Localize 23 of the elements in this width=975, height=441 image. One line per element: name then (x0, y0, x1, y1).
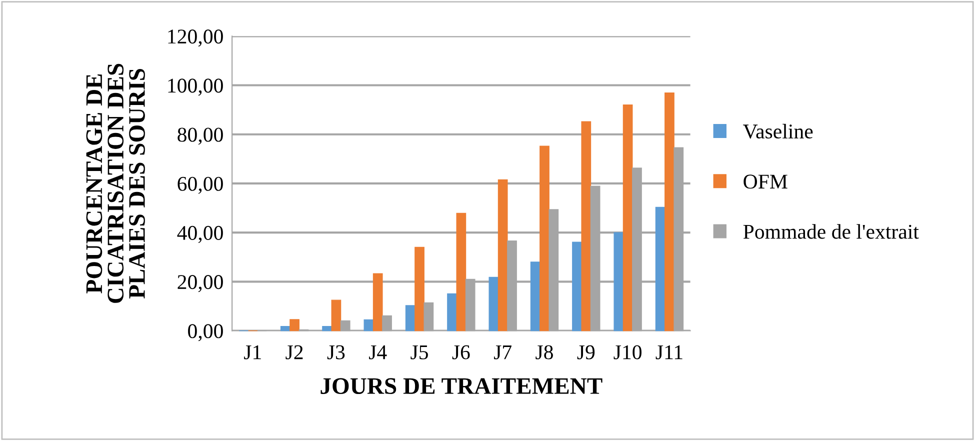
y-axis-title: POURCENTAGE DE CICATRISATION DES PLAIES DES SOURIS (86, 64, 145, 303)
x-tick-label: J10 (614, 345, 642, 360)
y-tick-label: 0,00 (188, 324, 223, 342)
x-tick-label: J2 (286, 345, 303, 360)
x-tick-label: J8 (536, 345, 553, 360)
x-tick-label: J4 (369, 345, 387, 360)
legend-label: Vaseline (743, 124, 813, 139)
legend-label: Pommade de l'extrait (743, 224, 919, 239)
x-tick-label: J5 (410, 345, 428, 360)
y-tick-label: 100,00 (168, 78, 223, 96)
x-tick-label: J1 (244, 345, 261, 360)
x-tick-label: J6 (452, 345, 470, 360)
legend-label: OFM (744, 174, 788, 189)
y-tick-label: 120,00 (168, 30, 223, 47)
y-tick-label: 60,00 (178, 176, 223, 194)
y-tick-label: 20,00 (178, 275, 223, 292)
x-tick-label: J9 (577, 345, 595, 360)
y-tick-label: 40,00 (177, 226, 223, 243)
x-tick-label: J3 (327, 345, 345, 360)
x-tick-label: J7 (494, 345, 512, 360)
y-tick-label: 80,00 (178, 128, 223, 145)
x-axis-title: JOURS DE TRAITEMENT (320, 378, 602, 394)
x-tick-label: J11 (656, 345, 682, 360)
